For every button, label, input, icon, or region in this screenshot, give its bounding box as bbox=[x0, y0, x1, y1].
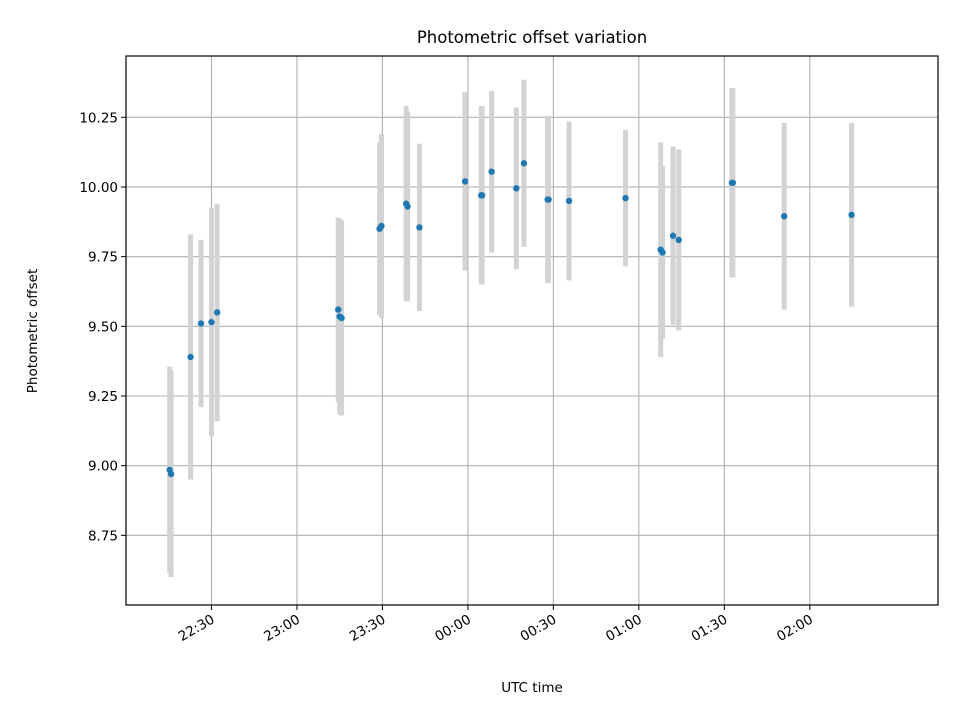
y-tick-label: 8.75 bbox=[88, 528, 118, 544]
data-point bbox=[545, 196, 552, 203]
x-axis-label: UTC time bbox=[501, 680, 563, 696]
chart-title: Photometric offset variation bbox=[417, 28, 647, 47]
data-point bbox=[416, 224, 423, 231]
data-point bbox=[622, 194, 629, 202]
y-tick-label: 9.75 bbox=[88, 250, 118, 266]
data-point bbox=[675, 236, 682, 244]
data-point bbox=[478, 192, 486, 199]
data-point bbox=[848, 211, 855, 219]
data-point bbox=[520, 160, 528, 167]
y-tick-label: 10.00 bbox=[79, 180, 118, 196]
y-tick-label: 9.25 bbox=[88, 389, 118, 405]
plot-frame bbox=[125, 55, 939, 606]
data-point bbox=[404, 203, 411, 210]
data-point bbox=[338, 314, 345, 322]
data-point bbox=[669, 232, 677, 239]
y-axis-label: Photometric offset bbox=[25, 269, 41, 393]
data-point bbox=[565, 197, 573, 205]
data-point bbox=[167, 470, 175, 478]
data-point bbox=[213, 309, 221, 316]
data-points bbox=[166, 160, 855, 478]
data-point bbox=[197, 320, 205, 327]
data-point bbox=[461, 178, 469, 185]
data-point bbox=[659, 249, 666, 256]
y-tick-label: 9.00 bbox=[88, 459, 118, 475]
data-point bbox=[780, 213, 788, 220]
data-point bbox=[488, 168, 495, 175]
data-point bbox=[187, 353, 194, 361]
data-point bbox=[335, 306, 342, 313]
y-tick-label: 9.50 bbox=[88, 319, 118, 335]
y-tick-label: 10.25 bbox=[79, 110, 118, 126]
data-point bbox=[513, 185, 520, 192]
data-point bbox=[729, 179, 737, 186]
data-point bbox=[378, 222, 385, 230]
data-point bbox=[208, 318, 215, 326]
